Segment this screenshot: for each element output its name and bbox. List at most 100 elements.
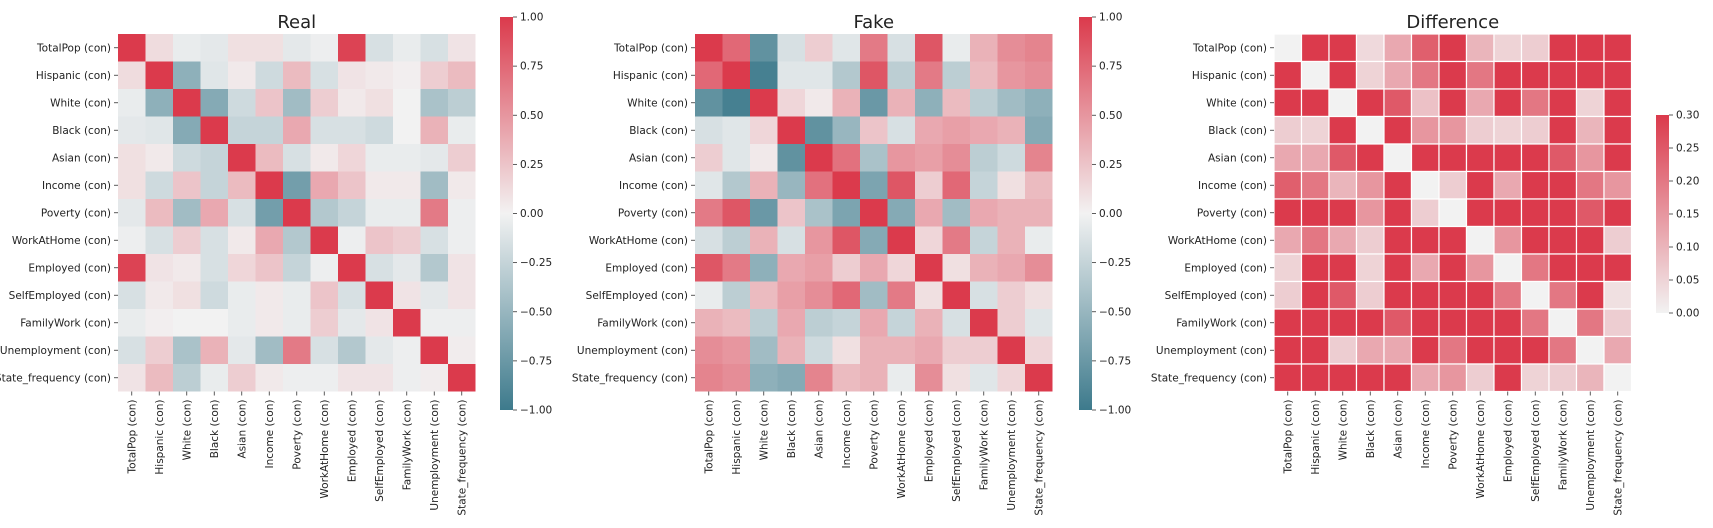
heatmap-cell [777, 61, 805, 89]
heatmap-cell [365, 34, 393, 62]
heatmap-cell [448, 144, 476, 172]
heatmap-cell [255, 199, 283, 227]
heatmap-cell [1575, 60, 1605, 90]
heatmap-cell [1493, 253, 1523, 283]
heatmap-cell [1300, 170, 1330, 200]
heatmap-cell [338, 281, 366, 309]
heatmap-cell [1548, 363, 1578, 393]
heatmap-cell [942, 116, 970, 144]
heatmap-cell [310, 34, 338, 62]
heatmap-cell [915, 309, 943, 337]
heatmap-cell [255, 309, 283, 337]
heatmap-cell [1520, 198, 1550, 228]
col-label: Poverty (con) [1447, 400, 1459, 470]
row-label: WorkAtHome (con) [589, 235, 688, 247]
real-title: Real [277, 12, 316, 33]
heatmap-cell [1025, 144, 1053, 172]
heatmap-cell [942, 364, 970, 392]
heatmap-cell [1410, 335, 1440, 365]
heatmap-cell [860, 199, 888, 227]
heatmap-cell [118, 309, 146, 337]
heatmap-cell [118, 89, 146, 117]
heatmap-cell [997, 336, 1025, 364]
heatmap-cell [393, 281, 421, 309]
heatmap-cell [200, 336, 228, 364]
heatmap-cell [1300, 308, 1330, 338]
heatmap-cell [942, 89, 970, 117]
heatmap-cell [832, 336, 860, 364]
heatmap-cell [887, 116, 915, 144]
col-label: SelfEmployed (con) [951, 400, 963, 502]
heatmap-cell [832, 61, 860, 89]
heatmap-cell [448, 309, 476, 337]
heatmap-cell [832, 226, 860, 254]
col-label: Employed (con) [346, 400, 358, 483]
heatmap-cell [970, 116, 998, 144]
heatmap-cell [997, 226, 1025, 254]
heatmap-cell [118, 281, 146, 309]
heatmap-cell [1575, 143, 1605, 173]
col-label: Asian (con) [813, 400, 825, 459]
colorbar-tick-label: −0.75 [520, 355, 552, 367]
row-label: Employed (con) [1184, 262, 1267, 274]
col-label: TotalPop (con) [126, 400, 138, 475]
colorbar-tick-label: 0.10 [1676, 242, 1699, 254]
heatmap-cell [255, 336, 283, 364]
heatmap-cell [970, 336, 998, 364]
heatmap-cell [200, 34, 228, 62]
heatmap-cell [777, 281, 805, 309]
row-label: Poverty (con) [1197, 207, 1267, 219]
real-heatmap-panel: Real TotalPop (con) Hispanic (con) White (… [0, 12, 552, 516]
heatmap-cell [695, 144, 723, 172]
colorbar-tick-label: 0.25 [1099, 159, 1122, 171]
heatmap-cell [393, 309, 421, 337]
heatmap-cell [1493, 170, 1523, 200]
heatmap-cell [1520, 363, 1550, 393]
heatmap-cell [1575, 253, 1605, 283]
heatmap-cell [750, 364, 778, 392]
heatmap-cell [1520, 253, 1550, 283]
heatmap-cell [310, 281, 338, 309]
heatmap-cell [228, 61, 256, 89]
heatmap-cell [145, 171, 173, 199]
heatmap-cell [1548, 280, 1578, 310]
col-label: WorkAtHome (con) [896, 400, 908, 499]
col-label: SelfEmployed (con) [374, 400, 386, 502]
heatmap-cell [255, 364, 283, 392]
heatmap-cell [722, 116, 750, 144]
colorbar-tick-label: 1.00 [520, 12, 543, 24]
heatmap-cell [365, 281, 393, 309]
heatmap-cell [1300, 143, 1330, 173]
col-label: SelfEmployed (con) [1530, 400, 1542, 502]
heatmap-cell [420, 254, 448, 282]
heatmap-cell [695, 171, 723, 199]
col-label: White (con) [181, 400, 193, 461]
heatmap-cell [1493, 308, 1523, 338]
heatmap-cell [1548, 33, 1578, 63]
heatmap-cell [777, 116, 805, 144]
heatmap-cell [832, 116, 860, 144]
heatmap-cell [1438, 143, 1468, 173]
heatmap-cell [805, 364, 833, 392]
heatmap-cell [1520, 60, 1550, 90]
col-label: FamilyWork (con) [1557, 400, 1569, 491]
heatmap-cell [750, 171, 778, 199]
heatmap-cell [1465, 198, 1495, 228]
heatmap-cell [255, 281, 283, 309]
heatmap-cell [173, 34, 201, 62]
heatmap-cell [1328, 280, 1358, 310]
heatmap-cell [1438, 225, 1468, 255]
heatmap-cell [1273, 225, 1303, 255]
heatmap-cell [970, 171, 998, 199]
heatmap-cell [1465, 170, 1495, 200]
heatmap-cell [1493, 335, 1523, 365]
heatmap-cell [1438, 308, 1468, 338]
heatmap-cell [1273, 33, 1303, 63]
heatmap-cell [1438, 33, 1468, 63]
heatmap-cell [722, 171, 750, 199]
heatmap-cell [1548, 60, 1578, 90]
row-label: State_frequency (con) [572, 372, 688, 384]
heatmap-cell [1328, 308, 1358, 338]
heatmap-cell [750, 281, 778, 309]
